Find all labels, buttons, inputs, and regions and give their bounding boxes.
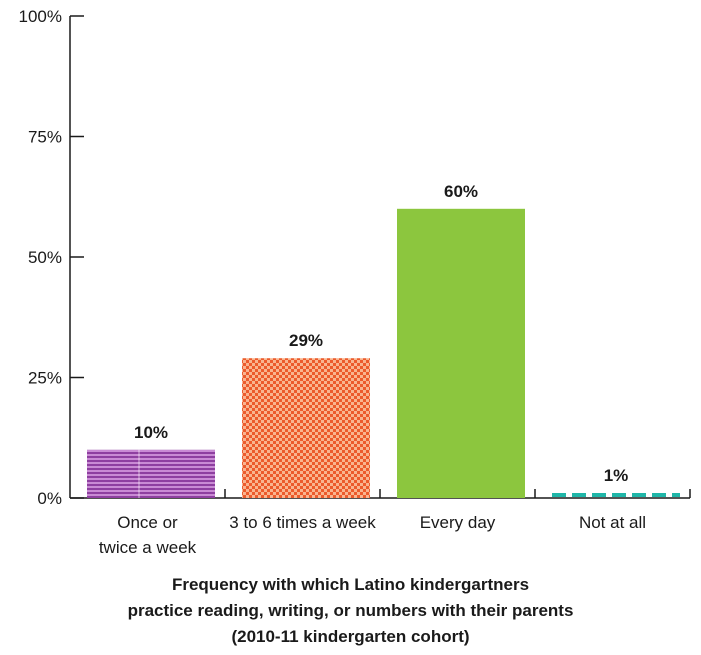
category-label-1: twice a week: [99, 538, 197, 557]
x-axis-title-line-2: practice reading, writing, or numbers wi…: [127, 601, 574, 620]
category-label-1: Once or: [117, 513, 178, 532]
x-axis-title: Frequency with which Latino kindergartne…: [0, 572, 701, 650]
labels: 10% 29% 60% 1% Once or twice a week 3 to 6 tim…: [99, 182, 646, 557]
bar-2: [242, 358, 370, 498]
category-label-2: 3 to 6 times a week: [229, 513, 376, 532]
data-label-3: 60%: [444, 182, 478, 201]
x-axis-title-line-1: Frequency with which Latino kindergartne…: [171, 575, 530, 594]
category-label-4: Not at all: [579, 513, 646, 532]
bar-chart: 0% 25% 50% 75% 100% 10% 29% 60% 1% Once or twice …: [19, 7, 691, 557]
data-label-1: 10%: [134, 423, 168, 442]
bars: [87, 208, 680, 499]
x-axis-title-line-3: (2010-11 kindergarten cohort): [231, 627, 470, 646]
y-tick-label: 100%: [19, 7, 62, 26]
bar-3: [397, 208, 525, 499]
y-tick-label: 0%: [37, 489, 62, 508]
category-label-3: Every day: [420, 513, 496, 532]
bar-1: [87, 449, 215, 498]
data-label-4: 1%: [604, 466, 629, 485]
y-tick-label: 50%: [28, 248, 62, 267]
y-tick-label: 75%: [28, 128, 62, 147]
data-label-2: 29%: [289, 331, 323, 350]
y-tick-label: 25%: [28, 369, 62, 388]
